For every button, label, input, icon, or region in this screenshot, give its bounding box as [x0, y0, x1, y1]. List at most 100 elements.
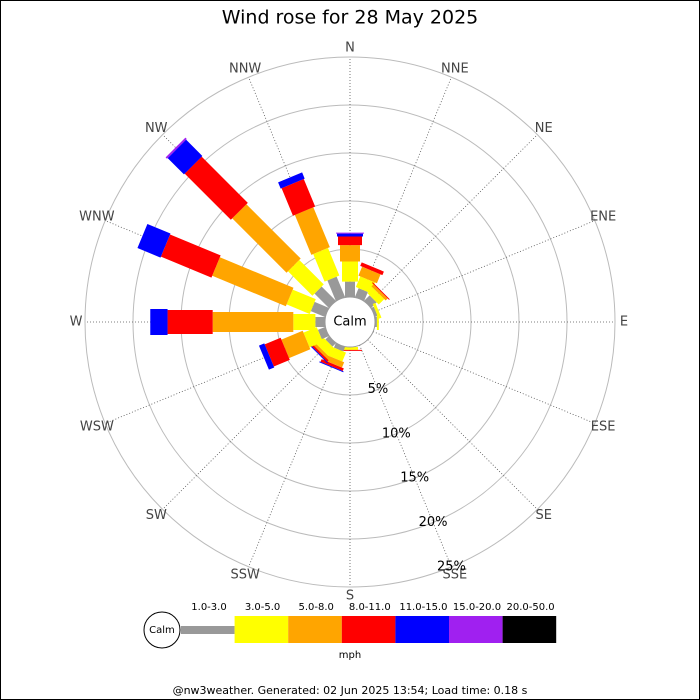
bar-segment [313, 342, 330, 359]
bar-segment [278, 172, 305, 189]
bar-segment [287, 259, 324, 296]
calm-label: Calm [333, 315, 366, 330]
direction-label: WSW [80, 419, 114, 434]
bar-segment [345, 281, 355, 297]
bar-segment [167, 139, 203, 175]
bar-segment [338, 349, 362, 351]
footer: @nw3weather. Generated: 02 Jun 2025 13:5… [173, 684, 528, 697]
direction-label: NNE [441, 61, 469, 76]
legend-label: 8.0-11.0 [349, 602, 391, 613]
spoke [248, 344, 341, 567]
legend-swatch [234, 616, 289, 643]
grid-circle [84, 56, 616, 588]
legend-calm-label: Calm [149, 625, 175, 636]
legend-label: 5.0-8.0 [298, 602, 333, 613]
calm-circle [324, 296, 376, 348]
direction-label: ENE [590, 210, 616, 225]
bars [136, 136, 392, 374]
legend-label: 11.0-15.0 [399, 602, 447, 613]
spoke [359, 77, 452, 300]
bar-segment [372, 282, 390, 300]
spoke [162, 339, 333, 510]
bar-segment [281, 330, 311, 359]
direction-label: SW [146, 508, 167, 523]
legend-label: 3.0-5.0 [245, 602, 280, 613]
legend-swatch [288, 616, 342, 643]
bar-segment [212, 257, 294, 307]
direction-label: SSE [442, 568, 467, 583]
bar-segment [375, 317, 377, 327]
direction-label: SSW [230, 568, 260, 583]
bar-segment [232, 204, 301, 273]
direction-label: S [346, 589, 354, 604]
bar-segment [315, 317, 325, 327]
labels: N NNE NE ENE E ESE SE SSE S SSW SW WSW W WNW NW NNW 5% 10… [70, 41, 629, 604]
bar-segment [358, 266, 381, 284]
bar-segment [367, 287, 385, 305]
bar-segment [371, 306, 378, 318]
bar-segment [342, 261, 358, 282]
direction-label: WNW [79, 210, 115, 225]
direction-label: SE [536, 508, 552, 523]
spoke [372, 220, 595, 313]
bar-segment [319, 361, 344, 373]
spoke [372, 331, 595, 424]
bar-segment [258, 343, 275, 370]
bar-segment [323, 354, 345, 368]
legend-swatch [341, 616, 396, 643]
bar-segment [313, 247, 340, 282]
legend-swatch [502, 616, 557, 643]
legend-unit: mph [339, 650, 361, 661]
direction-label: N [345, 41, 355, 56]
bar-segment [212, 312, 294, 332]
bar-segment [333, 343, 346, 352]
bar-segment [371, 284, 388, 301]
bar-segment [325, 336, 336, 347]
r-tick-label: 25% [437, 559, 466, 574]
bar-segment [286, 289, 316, 314]
direction-label: NW [145, 121, 168, 136]
spoke [359, 344, 452, 567]
r-tick-label: 20% [419, 515, 448, 530]
chart-title: Wind rose for 28 May 2025 [222, 7, 479, 29]
legend-label: 20.0-50.0 [507, 602, 555, 613]
direction-label: NNW [229, 61, 261, 76]
bar-segment [342, 347, 358, 350]
r-tick-label: 10% [382, 426, 411, 441]
direction-label: ESE [591, 419, 616, 434]
direction-label: NE [535, 121, 553, 136]
bar-segment [293, 314, 316, 330]
bar-segment [165, 137, 187, 159]
bar-segment [184, 156, 248, 220]
bar-segment [150, 309, 168, 335]
bar-segment [264, 337, 290, 367]
bar-segment [294, 207, 330, 255]
bar-segment [376, 314, 379, 330]
r-tick-label: 15% [400, 471, 429, 486]
r-tick-label: 5% [368, 382, 389, 397]
bar-segment [360, 262, 384, 276]
bar-segment [281, 179, 316, 216]
legend-swatch [395, 616, 449, 643]
bar-segment [372, 302, 382, 319]
bar-segment [303, 327, 323, 348]
bar-segment [167, 310, 213, 334]
bar-segment [160, 234, 221, 278]
legend-label: 1.0-3.0 [191, 602, 226, 613]
bar-segment [310, 343, 329, 362]
spoke [367, 134, 538, 305]
bar-segment [340, 245, 360, 262]
legend: Calm mph 1.0-3.0 3.0-5.0 5.0-8.0 8.0-11.0 11… [143, 602, 557, 661]
legend-calm-circle [143, 611, 181, 649]
bar-segment [137, 224, 171, 258]
bar-segment [327, 276, 346, 301]
bar-segment [355, 276, 376, 294]
bar-segment [314, 286, 336, 308]
legend-swatch [181, 626, 235, 634]
direction-label: E [620, 315, 628, 330]
direction-label: W [70, 315, 83, 330]
bar-segment [337, 233, 363, 237]
bar-segment [338, 236, 362, 246]
bar-segment [354, 288, 368, 301]
